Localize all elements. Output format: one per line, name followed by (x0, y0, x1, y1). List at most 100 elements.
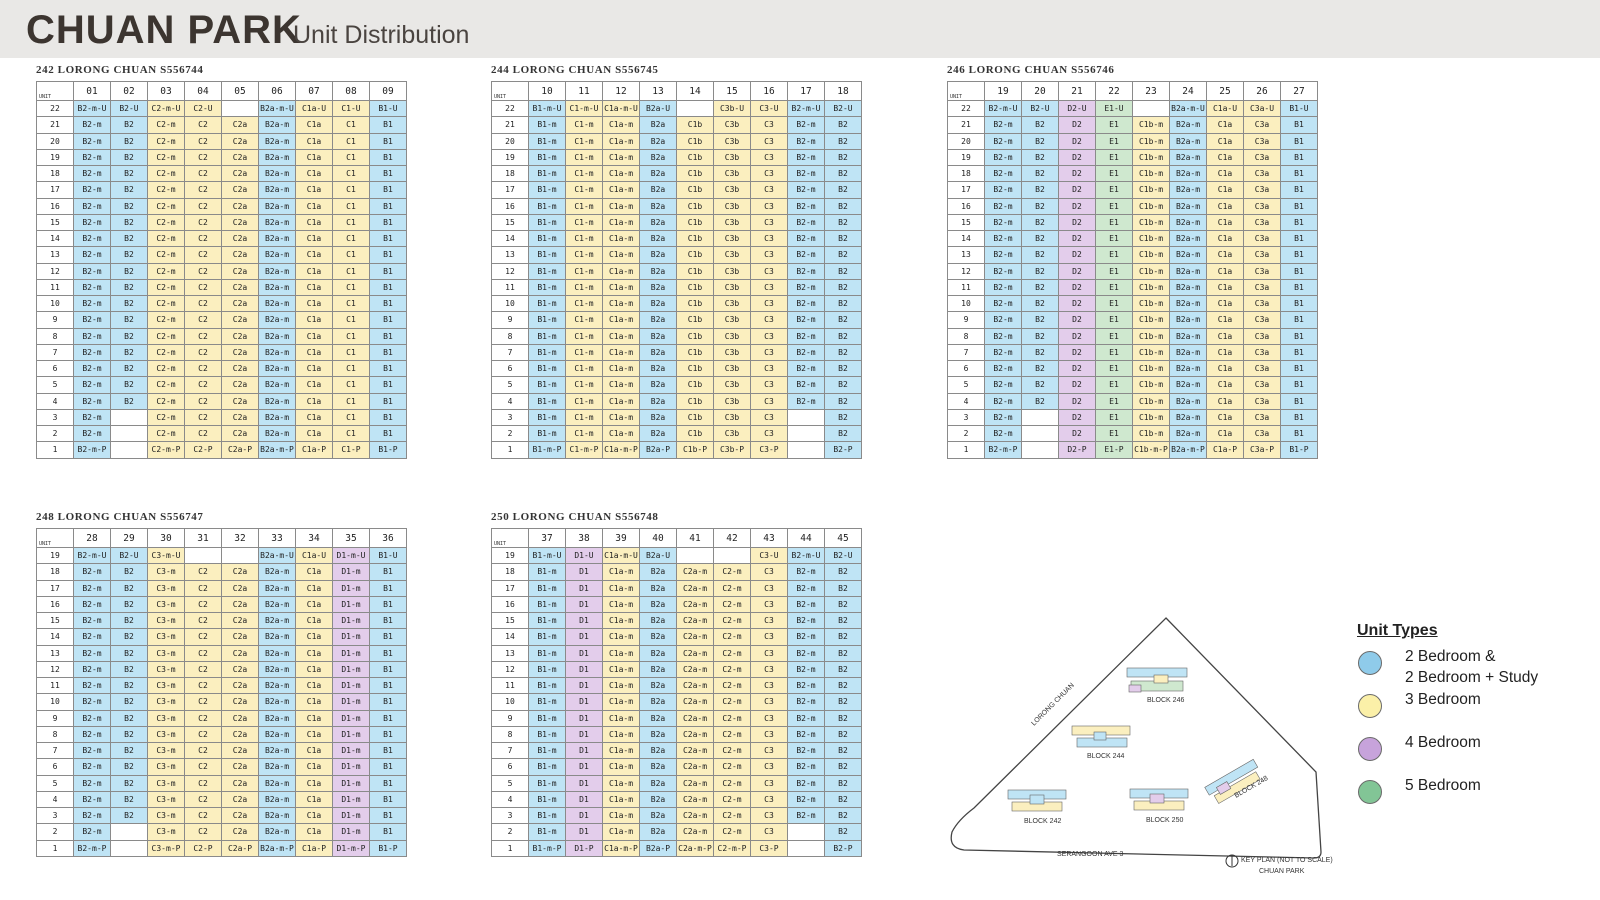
unit-type-cell: E1 (1095, 229, 1133, 248)
unit-type-cell: C3 (750, 774, 788, 792)
floor-number: 8 (36, 725, 74, 744)
unit-type-cell: B2a-m (1169, 197, 1207, 215)
unit-type-cell: B2 (110, 595, 148, 614)
unit-type-cell: C1a-m (602, 693, 640, 711)
unit-type-cell: B2 (110, 181, 148, 199)
unit-type-cell: C2a (221, 660, 259, 679)
unit-type-cell: B2a-m (1169, 376, 1207, 394)
unit-type-cell: B2a-m (1169, 213, 1207, 232)
unit-type-cell: D1 (565, 725, 603, 744)
unit-type-cell: C1a (1206, 213, 1244, 232)
unit-type-cell: C1a-m (602, 229, 640, 248)
unit-type-cell: C2a-m (676, 693, 714, 711)
unit-type-cell: D1-m (332, 579, 370, 597)
unit-type-cell: D2 (1058, 262, 1096, 280)
unit-type-cell: B2 (110, 164, 148, 183)
unit-type-cell: B1-U (1280, 99, 1318, 118)
label-block-244: BLOCK 244 (1087, 753, 1124, 760)
unit-type-cell: C2-m (147, 327, 185, 345)
unit-type-cell (221, 99, 259, 118)
unit-type-cell: D2 (1058, 359, 1096, 378)
unit-type-cell: C3-m (147, 758, 185, 776)
unit-type-cell: B2a (639, 823, 677, 841)
unit-type-cell: C3 (750, 213, 788, 232)
unit-type-cell: C1 (332, 246, 370, 264)
unit-type-cell: C3-P (750, 839, 788, 857)
unit-type-cell: B2 (824, 693, 862, 711)
unit-type-cell: B1-m-P (528, 441, 566, 459)
unit-type-cell: C1a-U (295, 546, 333, 565)
floor-number: 10 (36, 693, 74, 711)
unit-type-cell: B2-m (73, 311, 111, 329)
unit-type-cell: B1 (369, 181, 407, 199)
unit-type-cell: C2a-m-P (676, 839, 714, 857)
unit-type-cell: C1a (1206, 262, 1244, 280)
unit-type-cell: C2a-m (676, 676, 714, 695)
unit-type-cell: C3a (1243, 213, 1281, 232)
unit-type-cell: C1a-m (602, 595, 640, 614)
unit-type-cell: C1a (295, 343, 333, 362)
unit-type-cell: C1b (676, 181, 714, 199)
floor-row: 7 B2-m B2 C2-m C2 C2a B2a-m C1a C1 B1 (36, 343, 407, 362)
unit-type-cell: C3 (750, 741, 788, 760)
unit-type-cell: B1-m (528, 790, 566, 809)
legend-item-4-bedroom: 4 Bedroom (1357, 732, 1587, 775)
unit-type-cell: C1b (676, 376, 714, 394)
unit-type-cell: B1 (369, 197, 407, 215)
unit-type-cell: C3a-P (1243, 441, 1281, 459)
unit-type-cell: C2 (184, 343, 222, 362)
unit-type-cell: E1 (1095, 181, 1133, 199)
unit-type-cell: C3 (750, 579, 788, 597)
unit-type-cell: B1-m (528, 327, 566, 345)
floor-row: 11 B2-m B2 C2-m C2 C2a B2a-m C1a C1 B1 (36, 278, 407, 297)
unit-type-cell: C1a-m-U (602, 546, 640, 565)
unit-type-cell: C1b-m (1132, 311, 1170, 329)
unit-type-cell: C1b (676, 311, 714, 329)
unit-type-cell: C2a (221, 676, 259, 695)
unit-type-cell: B2-m (787, 197, 825, 215)
unit-type-cell: B2 (824, 709, 862, 727)
unit-type-cell: C3-m (147, 644, 185, 662)
unit-type-cell: E1 (1095, 343, 1133, 362)
legend-dot-green (1358, 780, 1382, 804)
unit-type-cell: B2 (824, 579, 862, 597)
unit-type-cell: C3 (750, 628, 788, 646)
unit-type-cell: B2-m (73, 148, 111, 167)
unit-type-cell: C1a-m (602, 262, 640, 280)
unit-type-cell: C2 (184, 294, 222, 313)
unit-type-cell: E1 (1095, 262, 1133, 280)
floor-number: 16 (36, 197, 74, 215)
unit-type-cell: D1-m (332, 709, 370, 727)
unit-type-cell: B2-m (787, 595, 825, 614)
unit-type-cell: C2a-m (676, 741, 714, 760)
unit-type-cell: B1-m (528, 343, 566, 362)
unit-type-cell: B1-m (528, 132, 566, 150)
unit-type-cell: C2a-m (676, 628, 714, 646)
floor-row: 18 B1-m C1-m C1a-m B2a C1b C3b C3 B2-m B2 (491, 164, 862, 183)
unit-type-cell: C3b (713, 148, 751, 167)
unit-type-cell: C2 (184, 327, 222, 345)
unit-type-cell: C2-m-P (147, 441, 185, 459)
unit-type-cell: C1b (676, 262, 714, 280)
unit-type-cell: C2-m (713, 660, 751, 679)
unit-number-header: 19 (984, 81, 1022, 101)
floor-number: 15 (36, 213, 74, 232)
unit-type-cell: C1a (295, 823, 333, 841)
unit-type-cell: B2 (110, 229, 148, 248)
unit-type-cell: C3 (750, 644, 788, 662)
unit-type-cell: B1-m (528, 806, 566, 825)
unit-type-cell: C1a (295, 644, 333, 662)
unit-type-cell: C2-m (713, 790, 751, 809)
unit-type-cell: C1-P (332, 441, 370, 459)
unit-type-cell: B2-m (73, 197, 111, 215)
unit-type-cell: C1a (295, 148, 333, 167)
unit-type-cell: C1a-m (602, 774, 640, 792)
unit-type-cell: D1-m (332, 676, 370, 695)
floor-row: 16 B2-m B2 D2 E1 C1b-m B2a-m C1a C3a B1 (947, 197, 1318, 215)
unit-type-cell: B1-m (528, 611, 566, 630)
unit-type-cell: B1-m (528, 392, 566, 410)
corner-cell: UNIT (491, 528, 529, 548)
floor-number: 13 (491, 246, 529, 264)
unit-type-cell: C2-m (713, 676, 751, 695)
unit-type-cell: C1b (676, 132, 714, 150)
